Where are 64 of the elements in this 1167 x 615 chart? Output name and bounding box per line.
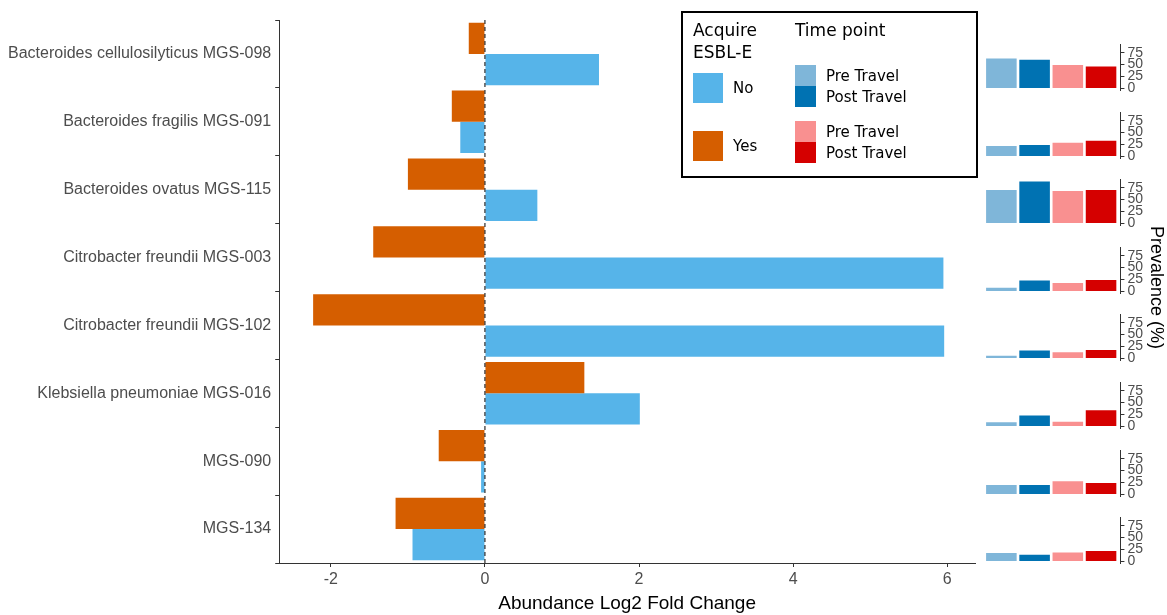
bar: [1019, 350, 1050, 359]
bar: [468, 22, 485, 54]
bar: [407, 158, 485, 190]
bar: [1085, 410, 1117, 426]
bar: [1085, 350, 1117, 359]
bar: [986, 422, 1017, 426]
bar: [485, 189, 538, 221]
y-tick-label: Citrobacter freundii MGS-102: [63, 315, 272, 333]
legend-label: Post Travel: [826, 87, 907, 106]
bar: [986, 190, 1017, 224]
legend-label: No: [733, 79, 754, 97]
y-tick-label: 0: [1127, 79, 1136, 96]
bar: [1085, 190, 1117, 224]
y-tick-label: Bacteroides fragilis MGS-091: [63, 112, 272, 130]
bar: [460, 121, 485, 154]
x-tick-label: 0: [480, 570, 490, 588]
bar: [1019, 181, 1050, 224]
bar: [1019, 280, 1050, 291]
bar: [395, 497, 485, 530]
bar: [1052, 352, 1084, 359]
legend-label: Pre Travel: [826, 122, 900, 141]
x-tick-label: 2: [634, 570, 644, 588]
x-tick-label: 4: [788, 570, 798, 588]
y-tick-label: Citrobacter freundii MGS-003: [63, 247, 272, 265]
bar: [313, 294, 485, 326]
bar: [1052, 421, 1084, 426]
bar: [1085, 279, 1117, 291]
bar: [485, 325, 945, 357]
bar: [1019, 415, 1050, 426]
legend-label: Post Travel: [826, 143, 907, 162]
bar: [986, 58, 1017, 88]
bar: [1085, 66, 1117, 88]
y-tick-label: MGS-090: [202, 451, 272, 469]
y-tick-label: 0: [1127, 417, 1136, 434]
y-tick-label: Klebsiella pneumoniae MGS-016: [37, 383, 272, 401]
y-axis-title: Prevalence (%): [1145, 226, 1167, 350]
legend-title: Acquire ESBL-E: [693, 19, 759, 63]
y-tick-label: 0: [1127, 214, 1136, 231]
y-tick-label: 0: [1127, 349, 1136, 366]
bar: [451, 90, 485, 122]
legend-label: Pre Travel: [826, 66, 900, 85]
bar: [438, 429, 485, 462]
x-axis-title: Abundance Log2 Fold Change: [498, 591, 756, 613]
bar: [373, 226, 485, 258]
y-tick-label: Bacteroides ovatus MGS-115: [63, 180, 272, 198]
bar: [485, 393, 640, 425]
y-tick-label: MGS-134: [202, 519, 272, 537]
bar: [485, 257, 944, 289]
legend-title: Time point: [795, 19, 887, 41]
y-tick-label: 0: [1127, 552, 1136, 569]
y-tick-label: 75: [1127, 313, 1144, 330]
bar: [986, 287, 1017, 291]
bar: [485, 53, 599, 86]
bar: [1052, 282, 1084, 291]
legend-label: Yes: [733, 137, 758, 155]
x-tick-label: -2: [323, 570, 339, 588]
bar: [412, 529, 485, 561]
bar: [485, 362, 585, 394]
bar: [1052, 191, 1084, 224]
bar: [1052, 65, 1084, 88]
y-tick-label: Bacteroides cellulosilyticus MGS-098: [8, 44, 272, 62]
bar: [1019, 59, 1050, 88]
x-tick-label: 6: [942, 570, 952, 588]
y-tick-label: 0: [1127, 282, 1136, 299]
